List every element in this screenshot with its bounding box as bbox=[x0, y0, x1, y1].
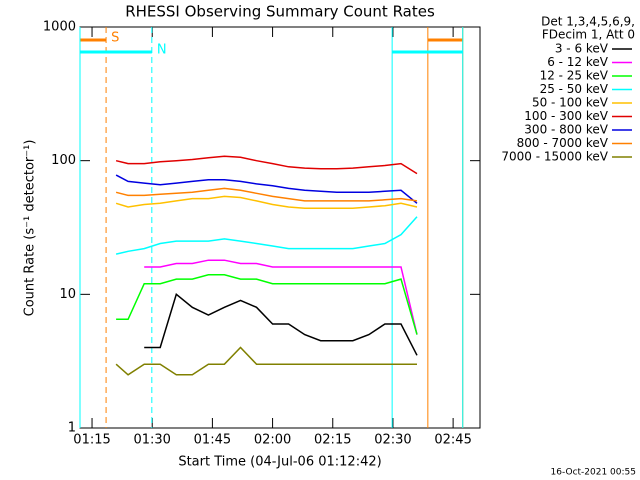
y-tick-label: 1000 bbox=[43, 20, 76, 35]
legend-label: 25 - 50 keV bbox=[540, 82, 609, 96]
legend-label: 6 - 12 keV bbox=[547, 55, 609, 69]
series-line bbox=[115, 346, 417, 376]
series-line bbox=[115, 187, 418, 202]
legend-label: 12 - 25 keV bbox=[540, 69, 609, 83]
y-tick-label: 100 bbox=[51, 153, 76, 168]
y-tick-label: 1 bbox=[68, 421, 76, 436]
legend-label: 300 - 800 keV bbox=[524, 123, 608, 137]
flag-label: S bbox=[111, 30, 119, 45]
x-tick-label: 02:00 bbox=[254, 433, 291, 448]
legend-header: FDecim 1, Att 0 bbox=[542, 28, 635, 42]
x-tick-label: 01:30 bbox=[133, 433, 170, 448]
legend-label: 100 - 300 keV bbox=[524, 109, 608, 123]
legend-label: 800 - 7000 keV bbox=[517, 136, 609, 150]
series-line bbox=[116, 274, 418, 335]
chart-title: RHESSI Observing Summary Count Rates bbox=[125, 3, 435, 21]
legend-label: 3 - 6 keV bbox=[555, 42, 609, 56]
y-tick-label: 10 bbox=[59, 287, 76, 302]
x-tick-label: 02:15 bbox=[314, 433, 351, 448]
flag-label: N bbox=[157, 43, 167, 58]
series-line bbox=[115, 155, 418, 175]
x-tick-label: 02:45 bbox=[434, 433, 471, 448]
series-line bbox=[115, 195, 418, 210]
x-axis-label: Start Time (04-Jul-06 01:12:42) bbox=[178, 455, 381, 470]
x-tick-label: 02:30 bbox=[374, 433, 411, 448]
series-line bbox=[115, 216, 418, 255]
legend-label: 50 - 100 keV bbox=[532, 96, 609, 110]
legend-header: Det 1,3,4,5,6,9, bbox=[541, 15, 635, 29]
y-axis-label: Count Rate (s⁻¹ detector⁻¹) bbox=[23, 140, 38, 317]
series-line bbox=[144, 259, 418, 335]
series-line bbox=[115, 174, 418, 204]
x-tick-label: 01:15 bbox=[73, 433, 110, 448]
series-line bbox=[144, 293, 418, 356]
legend-label: 7000 - 15000 keV bbox=[501, 150, 608, 164]
x-tick-label: 01:45 bbox=[194, 433, 231, 448]
footer: 16-Oct-2021 00:55 bbox=[551, 468, 636, 478]
